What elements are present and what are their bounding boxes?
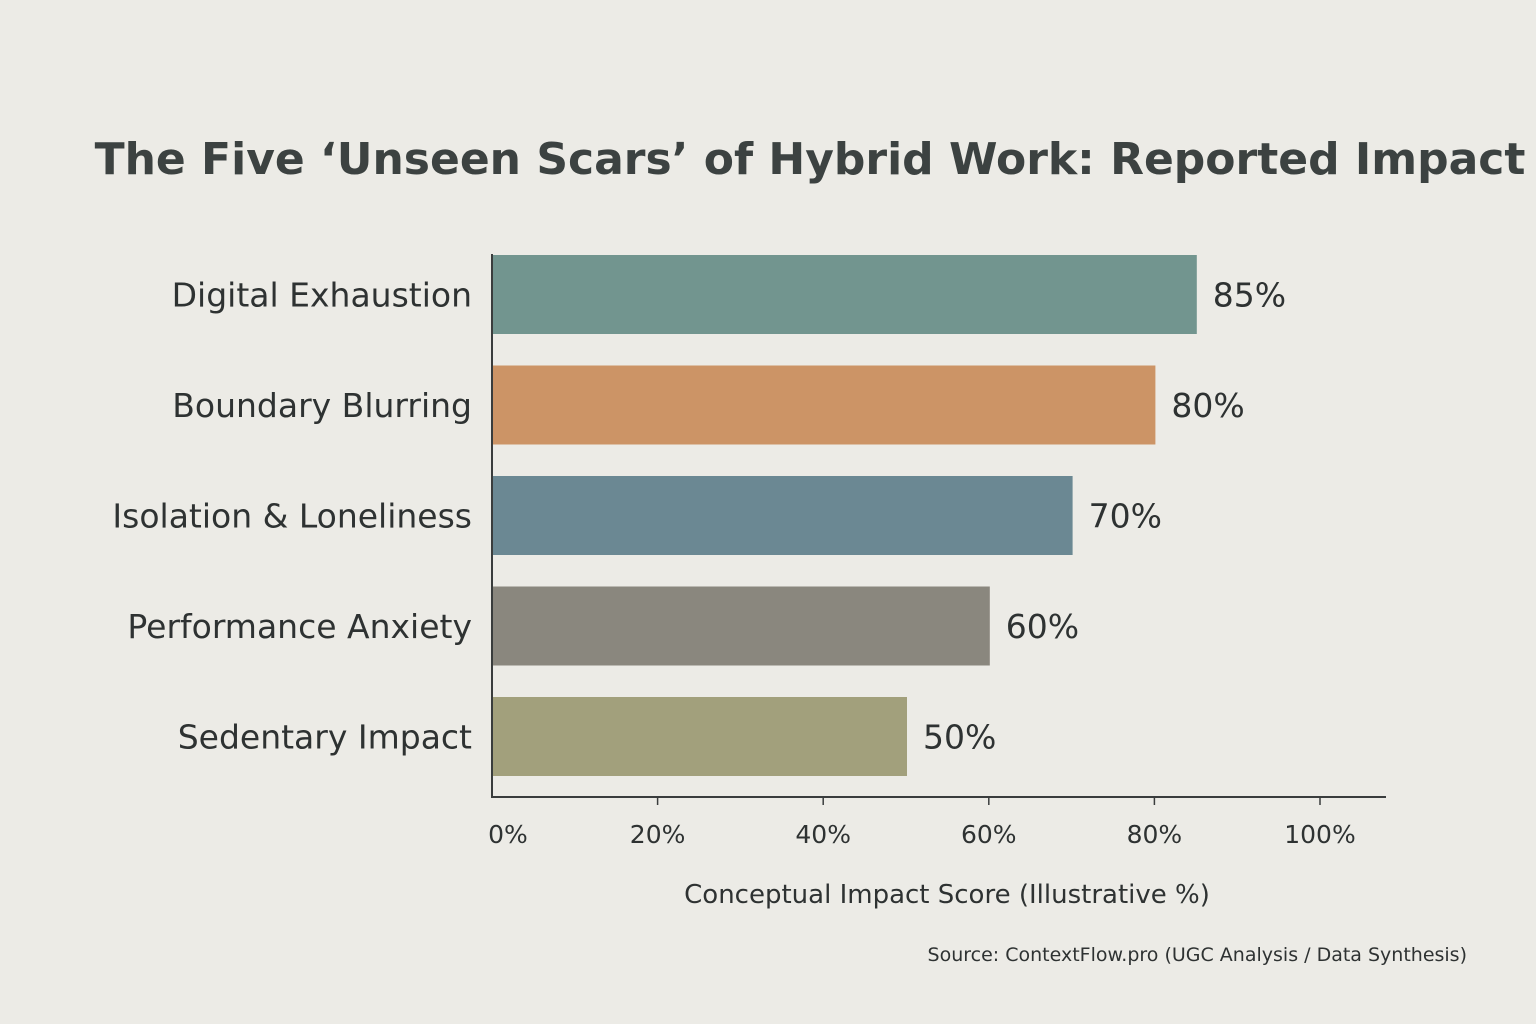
x-tick-label-20: 20%: [630, 820, 686, 849]
value-label-performance-anxiety: 60%: [1006, 607, 1079, 646]
bar-boundary-blurring: [493, 365, 1156, 445]
chart-title: The Five ‘Unseen Scars’ of Hybrid Work: …: [95, 134, 1526, 185]
x-tick-label-40: 40%: [795, 820, 851, 849]
value-label-digital-exhaustion: 85%: [1213, 276, 1286, 315]
bar-performance-anxiety: [493, 586, 990, 666]
bar-isolation-and-loneliness: [493, 476, 1073, 555]
source-note: Source: ContextFlow.pro (UGC Analysis / …: [928, 944, 1467, 966]
x-tick-label-80: 80%: [1127, 820, 1183, 849]
bar-digital-exhaustion: [493, 255, 1197, 334]
category-label-digital-exhaustion: Digital Exhaustion: [172, 276, 472, 315]
x-tick-label-100: 100%: [1284, 820, 1355, 849]
value-labels: 85% 80% 70% 60% 50%: [923, 276, 1286, 757]
x-tick-label-60: 60%: [961, 820, 1017, 849]
category-label-boundary-blurring: Boundary Blurring: [172, 386, 472, 425]
value-label-sedentary-impact: 50%: [923, 718, 996, 757]
value-label-isolation-and-loneliness: 70%: [1089, 497, 1162, 536]
category-labels: Digital Exhaustion Boundary Blurring Isola…: [112, 276, 472, 757]
x-axis-title: Conceptual Impact Score (Illustrative %): [684, 880, 1210, 910]
category-label-sedentary-impact: Sedentary Impact: [178, 718, 472, 757]
category-label-performance-anxiety: Performance Anxiety: [127, 607, 472, 646]
x-axis-ticks: 0% 20% 40% 60% 80% 100%: [488, 797, 1356, 849]
category-label-isolation-and-loneliness: Isolation & Loneliness: [112, 497, 472, 536]
x-tick-label-0: 0%: [488, 820, 528, 849]
bars-layer: [493, 255, 1197, 776]
value-label-boundary-blurring: 80%: [1171, 386, 1244, 425]
bar-sedentary-impact: [493, 697, 907, 776]
